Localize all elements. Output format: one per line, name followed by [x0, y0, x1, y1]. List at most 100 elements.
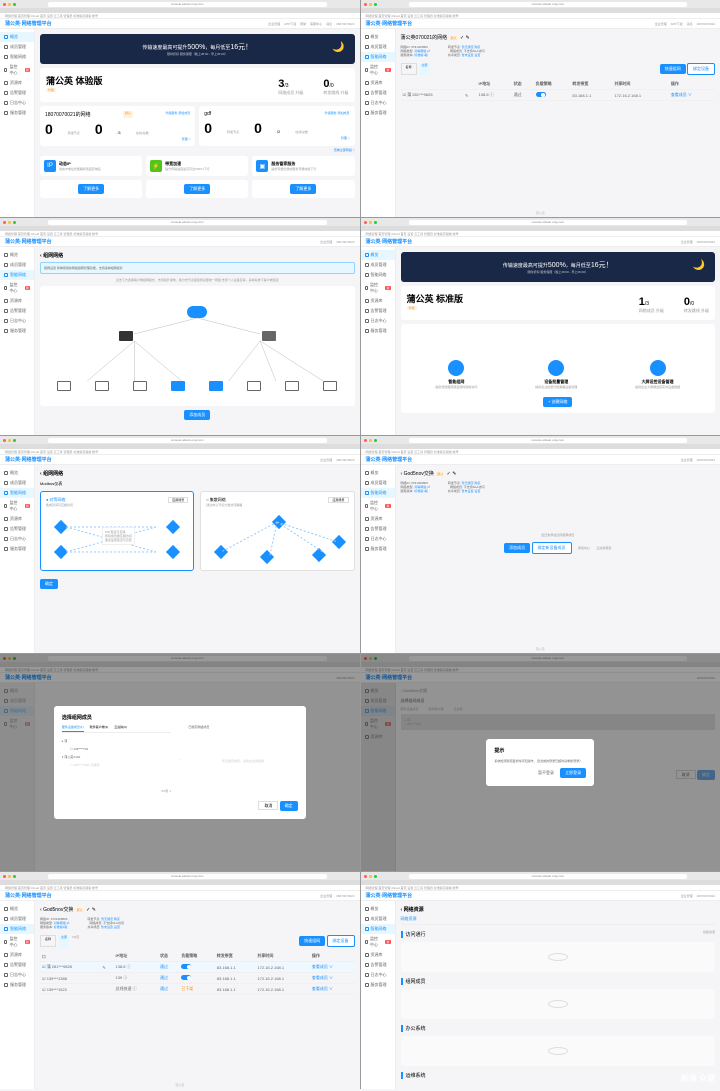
add-member-btn[interactable]: 添加成员 — [184, 410, 210, 420]
feature-batch-manage: 设备批量管理提供企业批量升级策略设备管理 — [535, 360, 577, 389]
screenshot-3: console.sdwan.oray.com 网络管理 首页管理 iCloud … — [0, 218, 360, 435]
version-card: 蒲公英 体验版升级 3/3网络成员 升级 0/0转发跳线 升级 — [40, 68, 355, 102]
network-card-2: gdf升级服务 添加成员 0转发节点0/2在线/总数 管理 > — [199, 106, 354, 146]
promo-banner[interactable]: 传输速度最高可提升500%，每月低至16元！限时折扣 服务保障（晚上28:00 … — [40, 34, 355, 64]
screenshot-8: console.sdwan.oray.com 网络管理 首页管理 iCloud … — [361, 654, 720, 871]
router-node — [119, 331, 133, 341]
logo[interactable]: 蒲公英·网络管理平台 — [5, 20, 52, 27]
sidebar-item-monitor[interactable]: 监控中心新 — [0, 62, 34, 78]
sidebar-item-overview[interactable]: 概览 — [0, 32, 34, 42]
toggle[interactable] — [536, 92, 546, 97]
net-icon — [4, 55, 8, 59]
search-input[interactable]: 名称 — [401, 63, 417, 75]
tab-cloud[interactable]: 云虚拟(0) — [114, 725, 127, 732]
network-card-1: 18070070021的网络默认升级服务 添加成员 0转发节点0/1在线/总数 … — [40, 106, 195, 146]
sidebar-item-network[interactable]: 智能网络 — [361, 52, 395, 62]
monitor-icon — [4, 68, 7, 72]
section-members — [401, 989, 716, 1019]
tab-hardware[interactable]: 硬件设备成员(1) — [62, 725, 84, 732]
create-network-btn[interactable]: + 创建网络 — [543, 397, 572, 407]
search-input[interactable]: 名称 — [40, 935, 56, 947]
know-more-btn[interactable]: 了解更多 — [78, 184, 104, 194]
ip-icon: IP — [44, 160, 56, 172]
select-members-modal: 选择组网成员 硬件设备成员(1) 软件客户端(3) 云虚拟(0) ▸ 蒲 ☐ 1… — [54, 706, 306, 819]
feature-speed: ⚡带宽加速提升传输速度最高可达500%/下行 — [146, 156, 248, 176]
promo-banner[interactable]: 传输速度最高可提升500%，每月低至16元！限时折扣 服务保障（晚上28:00 … — [401, 252, 716, 282]
confirm-btn[interactable]: 确定 — [280, 801, 298, 811]
upgrade-tag[interactable]: 升级 — [46, 88, 56, 92]
sidebar: 概览 成员管理 智能网络 监控中心新 资源库 告警管理 日志中心 服务管理 — [0, 29, 35, 217]
screenshot-5: console.sdwan.oray.com 网络管理 首页管理 iCloud … — [0, 436, 360, 653]
watermark: 新浪 众测 — [681, 1073, 715, 1084]
quick-network-btn[interactable]: 快速组网 — [660, 64, 686, 74]
stat-forward: 0/0转发跳线 升级 — [323, 78, 348, 96]
svc-icon — [4, 111, 8, 115]
home-icon — [4, 35, 8, 39]
bind-device-btn[interactable]: 绑定设备 — [687, 63, 715, 75]
feature-ip: IP动态IP动态IP地址智能解析到固定域名 — [40, 156, 142, 176]
header-right: 企业管理APP下载帮助客服中心消息18070070024 — [268, 22, 354, 26]
manage-link[interactable]: 管理 > — [204, 136, 349, 140]
sidebar-item-resource[interactable]: 资源库 — [0, 78, 34, 88]
view-all-link[interactable]: 查看全部网络 > — [40, 148, 355, 152]
feature-smart-network: 智能组网提供智能组网通道随时随地访问 — [435, 360, 477, 389]
table-row[interactable]: ☑ 蒲 281***9826✎138.6 ⓘ通过83.168.1.1172.16… — [401, 90, 716, 101]
feature-service: ▣服务管家服务提供专属优质的服务专属体验下行 — [252, 156, 354, 176]
table-row[interactable]: ☑ 蒲 281***9826✎138.6 ⓘ通过83.168.1.1172.16… — [40, 962, 355, 973]
feature-screen-monitor: 大屏设控设备管理提供企业大屏端监控实时设备数据 — [635, 360, 680, 389]
app-header: 蒲公英·网络管理平台 企业管理APP下载帮助客服中心消息18070070024 — [0, 19, 360, 29]
log-icon — [4, 101, 8, 105]
res-icon — [4, 81, 8, 85]
sidebar-item-network[interactable]: 智能网络 — [0, 52, 34, 62]
modal-backdrop[interactable]: 提示 系统检测到页面长时间无操作， 您当前的登录已超时请重新登录？ 暂不登录 立… — [361, 654, 720, 871]
bind-new-btn[interactable]: 绑定新设备成员 — [532, 542, 572, 554]
new-badge: 新 — [25, 68, 30, 72]
later-btn[interactable]: 暂不登录 — [538, 770, 554, 775]
browser-chrome: console.sdwan.oray.com — [0, 0, 360, 8]
screenshot-1: console.sdwan.oray.com 网络管理 首页管理 iCloud … — [0, 0, 360, 217]
create-resource-link[interactable]: 创建资源 — [703, 930, 715, 934]
cancel-btn[interactable]: 取消 — [258, 801, 278, 810]
sidebar-item-log[interactable]: 日志中心 — [0, 98, 34, 108]
section-office — [401, 1036, 716, 1066]
url-bar[interactable]: console.sdwan.oray.com — [48, 2, 327, 7]
tab-software[interactable]: 软件客户端(3) — [90, 725, 109, 732]
add-member-btn[interactable]: 添加成员 — [504, 543, 530, 553]
sidebar-item-service[interactable]: 服务管理 — [0, 108, 34, 118]
screenshot-7: console.sdwan.oray.com 网络管理 首页管理 iCloud … — [0, 654, 360, 871]
moon-icon: 🌙 — [693, 260, 705, 271]
cloud-icon — [187, 306, 207, 318]
table-row[interactable]: ☑ 139***1386139 ⓘ通过83.168.1.1172.16.2.16… — [40, 973, 355, 984]
sidebar-item-alert[interactable]: 告警管理 — [0, 88, 34, 98]
device-icon — [57, 381, 71, 391]
users-icon — [4, 45, 8, 49]
tab-resources[interactable]: 网络资源 — [401, 916, 417, 921]
members-table: ☐IP地址状态负载策略转发带宽共享时间操作 ☑ 蒲 281***9826✎138… — [40, 951, 355, 995]
members-table: IP地址状态负载策略转发带宽共享时间操作 ☑ 蒲 281***9826✎138.… — [401, 79, 716, 101]
network-icon — [448, 360, 464, 376]
screenshot-9: console.sdwan.oray.com 网络管理 首页管理 iCloud … — [0, 872, 360, 1089]
device-icon-active — [171, 381, 185, 391]
screen-icon — [650, 360, 666, 376]
screenshot-6: console.sdwan.oray.com 网络管理 首页管理 iCloud … — [361, 436, 720, 653]
topology-peer[interactable]: ● 对等网络应用场景 各成员间可互相访问 P2P直接与互联所有成员能互相访问保证… — [40, 491, 194, 571]
login-btn[interactable]: 立即登录 — [560, 768, 586, 778]
confirm-btn[interactable]: 确定 — [40, 579, 58, 589]
table-row[interactable]: ☑ 139***1522总线快速 ⓘ通过已下架83.168.1.1172.16.… — [40, 984, 355, 995]
speed-icon: ⚡ — [150, 160, 162, 172]
topology-hub[interactable]: ○ 集散网络应用场景 通过中心节点分发访问策略 — [200, 491, 354, 571]
moon-icon: 🌙 — [332, 42, 344, 53]
alert-icon — [4, 91, 8, 95]
modal-backdrop[interactable]: 选择组网成员 硬件设备成员(1) 软件客户端(3) 云虚拟(0) ▸ 蒲 ☐ 1… — [0, 654, 360, 871]
main-content: 传输速度最高可提升500%，每月低至16元！限时折扣 服务保障（晚上28:00 … — [35, 29, 360, 217]
network-diagram: 蒲公英 — [40, 286, 355, 406]
stat-members: 3/3网络成员 升级 — [278, 78, 303, 96]
screenshot-2: console.sdwan.oray.com 网络管理 首页管理 iCloud … — [361, 0, 720, 217]
sidebar-item-members[interactable]: 成员管理 — [0, 42, 34, 52]
manage-link[interactable]: 管理 > — [45, 137, 190, 141]
screenshot-10: console.sdwan.oray.com 网络管理 首页管理 iCloud … — [361, 872, 720, 1089]
info-tip: 组网设置 简单易用的网络组网管理功能，支持多种组网拓扑 — [40, 262, 355, 274]
timeout-modal: 提示 系统检测到页面长时间无操作， 您当前的登录已超时请重新登录？ 暂不登录 立… — [486, 739, 594, 786]
section-access — [401, 942, 716, 972]
version-name: 蒲公英 体验版 — [46, 74, 103, 87]
